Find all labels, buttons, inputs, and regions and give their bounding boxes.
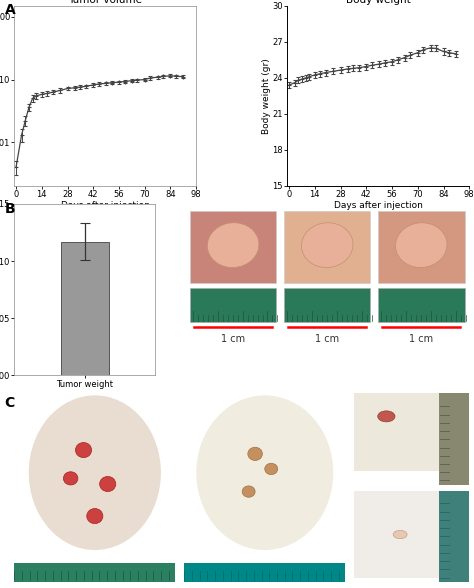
Ellipse shape: [87, 509, 103, 524]
Bar: [439, 393, 469, 485]
Ellipse shape: [301, 223, 353, 268]
Bar: [378, 211, 465, 283]
Ellipse shape: [265, 463, 278, 475]
X-axis label: Days after injection: Days after injection: [61, 201, 150, 209]
Bar: [354, 393, 440, 472]
Bar: [190, 288, 276, 322]
Ellipse shape: [208, 223, 259, 268]
Ellipse shape: [395, 223, 447, 268]
Title: DT13 (NSG)
Tumor volume: DT13 (NSG) Tumor volume: [68, 0, 142, 5]
Text: C: C: [5, 396, 15, 410]
Bar: [184, 563, 346, 582]
X-axis label: Days after injection: Days after injection: [334, 201, 423, 209]
Ellipse shape: [100, 476, 116, 492]
Bar: [284, 211, 371, 283]
Ellipse shape: [378, 411, 395, 422]
Bar: [354, 490, 440, 577]
Ellipse shape: [248, 447, 262, 460]
Y-axis label: Body weight (gr): Body weight (gr): [262, 58, 271, 134]
Bar: [439, 490, 469, 582]
Text: B: B: [5, 202, 15, 216]
Ellipse shape: [29, 395, 161, 550]
Ellipse shape: [196, 395, 333, 550]
Text: 1 cm: 1 cm: [409, 333, 433, 343]
Bar: [378, 288, 465, 322]
Title: DT13 (NSG)
Body weight: DT13 (NSG) Body weight: [346, 0, 410, 5]
Bar: [61, 242, 109, 376]
Bar: [284, 288, 371, 322]
Ellipse shape: [242, 486, 255, 497]
Bar: [190, 211, 276, 283]
Text: A: A: [5, 3, 16, 17]
Ellipse shape: [64, 472, 78, 485]
Ellipse shape: [393, 530, 407, 539]
Text: 1 cm: 1 cm: [221, 333, 245, 343]
Text: 1 cm: 1 cm: [315, 333, 339, 343]
Ellipse shape: [75, 443, 91, 457]
Bar: [14, 563, 175, 582]
